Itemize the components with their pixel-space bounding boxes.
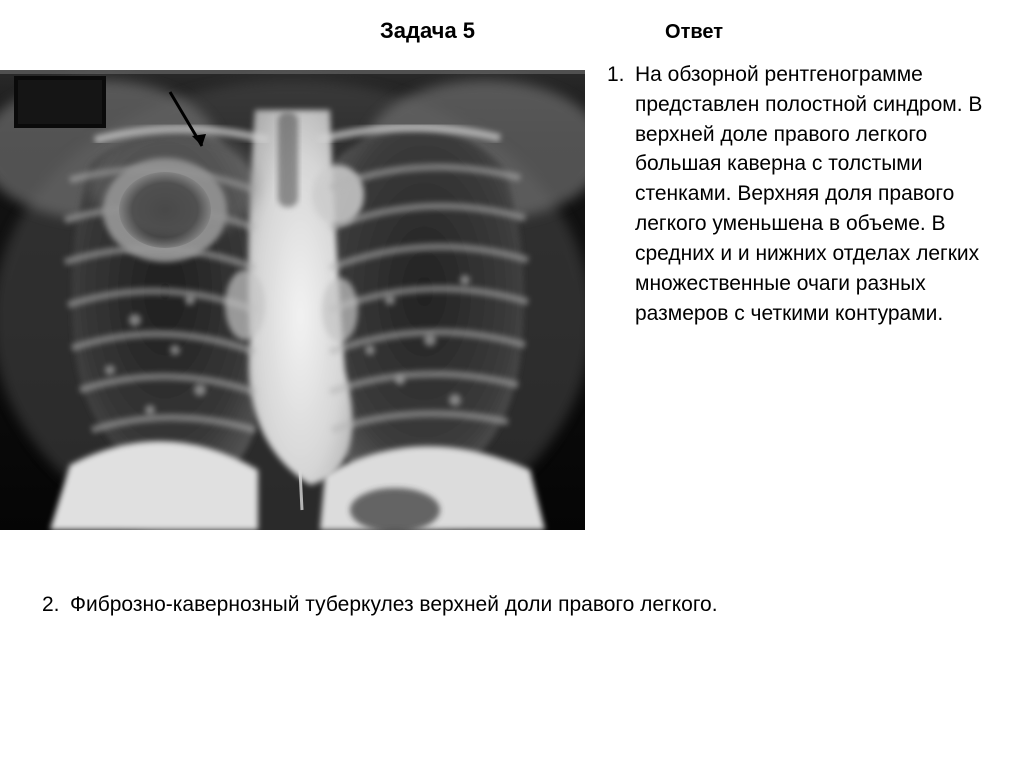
xray-image [0, 70, 585, 530]
answer-label: Ответ [665, 21, 723, 44]
answer-item-2-number: 2. [42, 590, 70, 620]
answer-item-1: 1. На обзорной рентгенограмме представле… [607, 60, 994, 328]
content-row: 1. На обзорной рентгенограмме представле… [0, 58, 994, 530]
slide-page: Задача 5 Ответ [0, 0, 1024, 768]
task-title: Задача 5 [380, 18, 475, 44]
xray-svg [0, 70, 585, 530]
answer-item-1-text: На обзорной рентгенограмме представлен п… [635, 60, 994, 328]
answer-item-2: 2. Фиброзно-кавернозный туберкулез верхн… [0, 590, 994, 620]
answer-text-column: 1. На обзорной рентгенограмме представле… [585, 58, 994, 328]
answer-item-2-text: Фиброзно-кавернозный туберкулез верхней … [70, 590, 718, 620]
header-row: Задача 5 Ответ [0, 18, 994, 44]
answer-item-1-number: 1. [607, 60, 635, 90]
